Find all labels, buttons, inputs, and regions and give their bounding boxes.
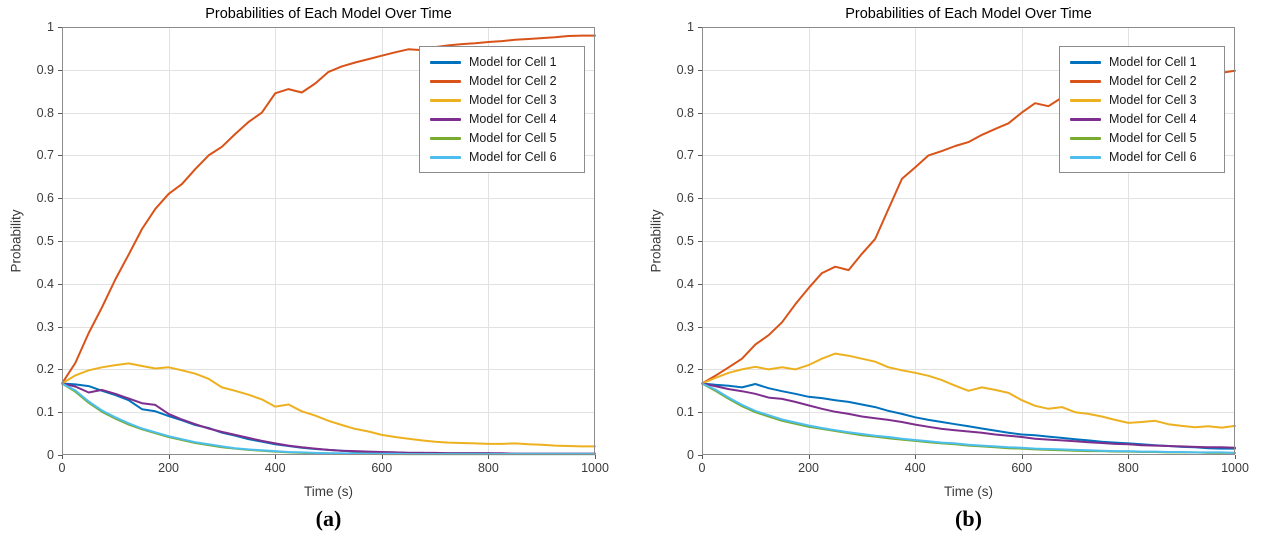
y-tick-label: 0.9	[36, 62, 54, 77]
legend-line-swatch	[1070, 156, 1101, 159]
y-tick-label: 0.1	[36, 405, 54, 420]
y-tick-label: 0.1	[676, 405, 694, 420]
y-tick-label: 0.2	[36, 362, 54, 377]
legend-entry: Model for Cell 6	[430, 148, 584, 167]
panel-caption: (a)	[315, 506, 342, 531]
x-tick-label: 600	[1011, 461, 1033, 475]
x-axis-label: Time (s)	[304, 484, 353, 499]
y-tick-label: 0.9	[676, 62, 694, 77]
legend-label: Model for Cell 5	[469, 131, 557, 145]
axis-box	[702, 27, 1235, 455]
legend: Model for Cell 1 Model for Cell 2 Model fo…	[419, 46, 585, 173]
tick-marks	[698, 27, 1236, 459]
y-tick-label: 0.7	[36, 148, 54, 163]
legend-entry: Model for Cell 5	[1070, 129, 1224, 148]
legend-line-swatch	[430, 99, 461, 102]
legend-line-swatch	[1070, 61, 1101, 64]
chart-title: Probabilities of Each Model Over Time	[205, 6, 452, 22]
y-tick-label: 0.7	[676, 148, 694, 163]
legend-line-swatch	[430, 80, 461, 83]
legend-line-swatch	[430, 137, 461, 140]
x-tick-label: 200	[798, 461, 820, 475]
legend-line-swatch	[1070, 137, 1101, 140]
legend-line-swatch	[430, 118, 461, 121]
x-tick-label: 800	[1117, 461, 1139, 475]
tick-marks	[58, 27, 596, 459]
legend-line-swatch	[1070, 99, 1101, 102]
legend-entry: Model for Cell 1	[1070, 53, 1224, 72]
legend-label: Model for Cell 1	[469, 55, 557, 69]
legend-entry: Model for Cell 4	[430, 110, 584, 129]
y-tick-label: 0.4	[36, 276, 54, 291]
legend-entry: Model for Cell 3	[430, 91, 584, 110]
y-tick-label: 0	[47, 448, 54, 462]
legend-entry: Model for Cell 1	[430, 53, 584, 72]
series-line-model-for-cell-2	[61, 34, 596, 385]
y-tick-label: 0.5	[36, 234, 54, 248]
legend-label: Model for Cell 3	[1109, 93, 1197, 107]
y-tick-label: 0.2	[676, 362, 694, 377]
legend-line-swatch	[1070, 118, 1101, 121]
legend-entry: Model for Cell 6	[1070, 148, 1224, 167]
x-tick-label: 400	[264, 461, 286, 475]
y-tick-label: 0.6	[36, 191, 54, 206]
legend-entry: Model for Cell 2	[430, 72, 584, 91]
series-line-model-for-cell-1	[701, 382, 1236, 450]
x-tick-label: 400	[904, 461, 926, 475]
series-line-model-for-cell-4	[701, 382, 1236, 449]
y-tick-label: 0.5	[676, 234, 694, 248]
y-tick-label: 0	[687, 448, 694, 462]
x-tick-label: 1000	[1221, 461, 1249, 475]
chart-title: Probabilities of Each Model Over Time	[845, 6, 1092, 22]
x-tick-label: 800	[477, 461, 499, 475]
chart-panel-a: Probabilities of Each Model Over Time Pr…	[0, 0, 631, 547]
y-tick-label: 0.6	[676, 191, 694, 206]
series-line-model-for-cell-3	[61, 362, 596, 448]
series-line-model-for-cell-5	[701, 382, 1236, 454]
series-line-model-for-cell-6	[701, 382, 1236, 454]
legend-label: Model for Cell 4	[469, 112, 557, 126]
y-tick-label: 0.3	[676, 319, 694, 334]
legend-entry: Model for Cell 2	[1070, 72, 1224, 91]
legend-label: Model for Cell 2	[469, 74, 557, 88]
x-tick-label: 1000	[581, 461, 609, 475]
chart-panel-b: Probabilities of Each Model Over Time Pr…	[640, 0, 1263, 547]
x-tick-label: 600	[371, 461, 393, 475]
legend-label: Model for Cell 5	[1109, 131, 1197, 145]
legend-label: Model for Cell 4	[1109, 112, 1197, 126]
legend-entry: Model for Cell 3	[1070, 91, 1224, 110]
plot-area: Model for Cell 1 Model for Cell 2 Model fo…	[698, 27, 1236, 459]
y-tick-label: 0.8	[676, 105, 694, 120]
legend-label: Model for Cell 3	[469, 93, 557, 107]
x-tick-label: 200	[158, 461, 180, 475]
legend-entry: Model for Cell 5	[430, 129, 584, 148]
legend-label: Model for Cell 6	[469, 150, 557, 164]
y-tick-label: 1	[47, 20, 54, 34]
y-tick-label: 1	[687, 20, 694, 34]
panel-caption: (b)	[955, 506, 982, 531]
plot-area: Model for Cell 1 Model for Cell 2 Model fo…	[58, 27, 596, 459]
y-tick-label: 0.3	[36, 319, 54, 334]
x-tick-label: 0	[698, 461, 706, 475]
x-tick-label: 0	[58, 461, 66, 475]
y-tick-label: 0.8	[36, 105, 54, 120]
series-line-model-for-cell-3	[701, 352, 1236, 429]
x-axis-label: Time (s)	[944, 484, 993, 499]
legend: Model for Cell 1 Model for Cell 2 Model fo…	[1059, 46, 1225, 173]
legend-label: Model for Cell 2	[1109, 74, 1197, 88]
axis-box	[62, 27, 595, 455]
legend-label: Model for Cell 6	[1109, 150, 1197, 164]
legend-line-swatch	[430, 61, 461, 64]
legend-entry: Model for Cell 4	[1070, 110, 1224, 129]
legend-line-swatch	[1070, 80, 1101, 83]
legend-line-swatch	[430, 156, 461, 159]
y-tick-label: 0.4	[676, 276, 694, 291]
legend-label: Model for Cell 1	[1109, 55, 1197, 69]
